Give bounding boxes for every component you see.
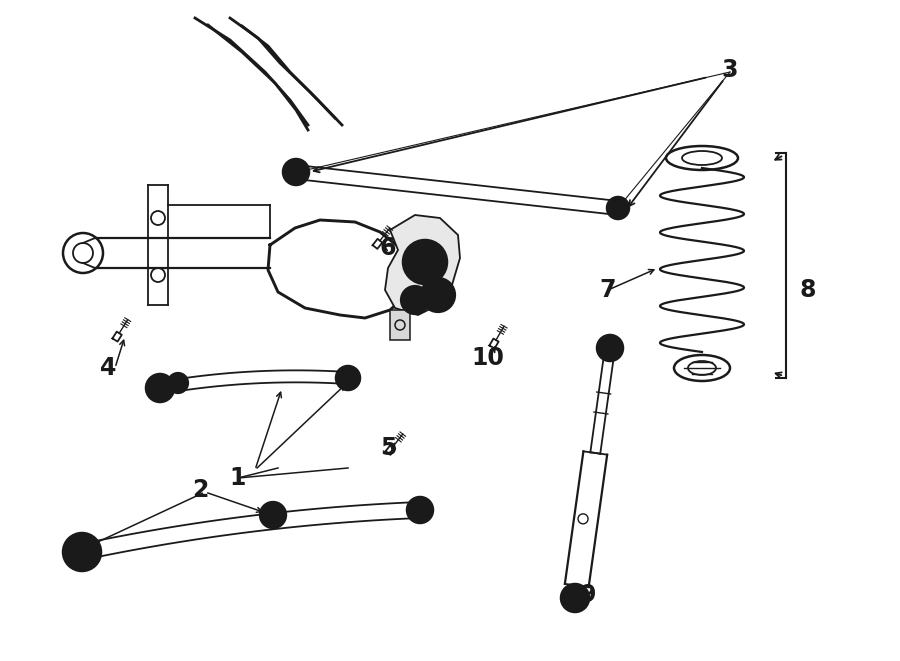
Polygon shape (385, 215, 460, 315)
Circle shape (607, 197, 629, 219)
Polygon shape (390, 310, 410, 340)
Circle shape (146, 374, 174, 402)
Text: 7: 7 (599, 278, 616, 302)
Circle shape (260, 502, 286, 528)
Text: 9: 9 (580, 583, 596, 607)
Circle shape (421, 278, 455, 312)
Text: 5: 5 (380, 436, 396, 460)
Circle shape (597, 335, 623, 361)
Circle shape (168, 373, 188, 393)
Circle shape (403, 240, 447, 284)
Text: 4: 4 (100, 356, 116, 380)
Circle shape (336, 366, 360, 390)
Circle shape (283, 159, 309, 185)
Circle shape (561, 584, 589, 612)
Circle shape (63, 533, 101, 571)
Text: 3: 3 (722, 58, 738, 82)
Text: 8: 8 (800, 278, 816, 302)
Circle shape (407, 497, 433, 523)
Text: 6: 6 (380, 236, 396, 260)
Text: 2: 2 (192, 478, 208, 502)
Circle shape (401, 286, 429, 314)
Text: 1: 1 (230, 466, 247, 490)
Text: 10: 10 (472, 346, 504, 370)
